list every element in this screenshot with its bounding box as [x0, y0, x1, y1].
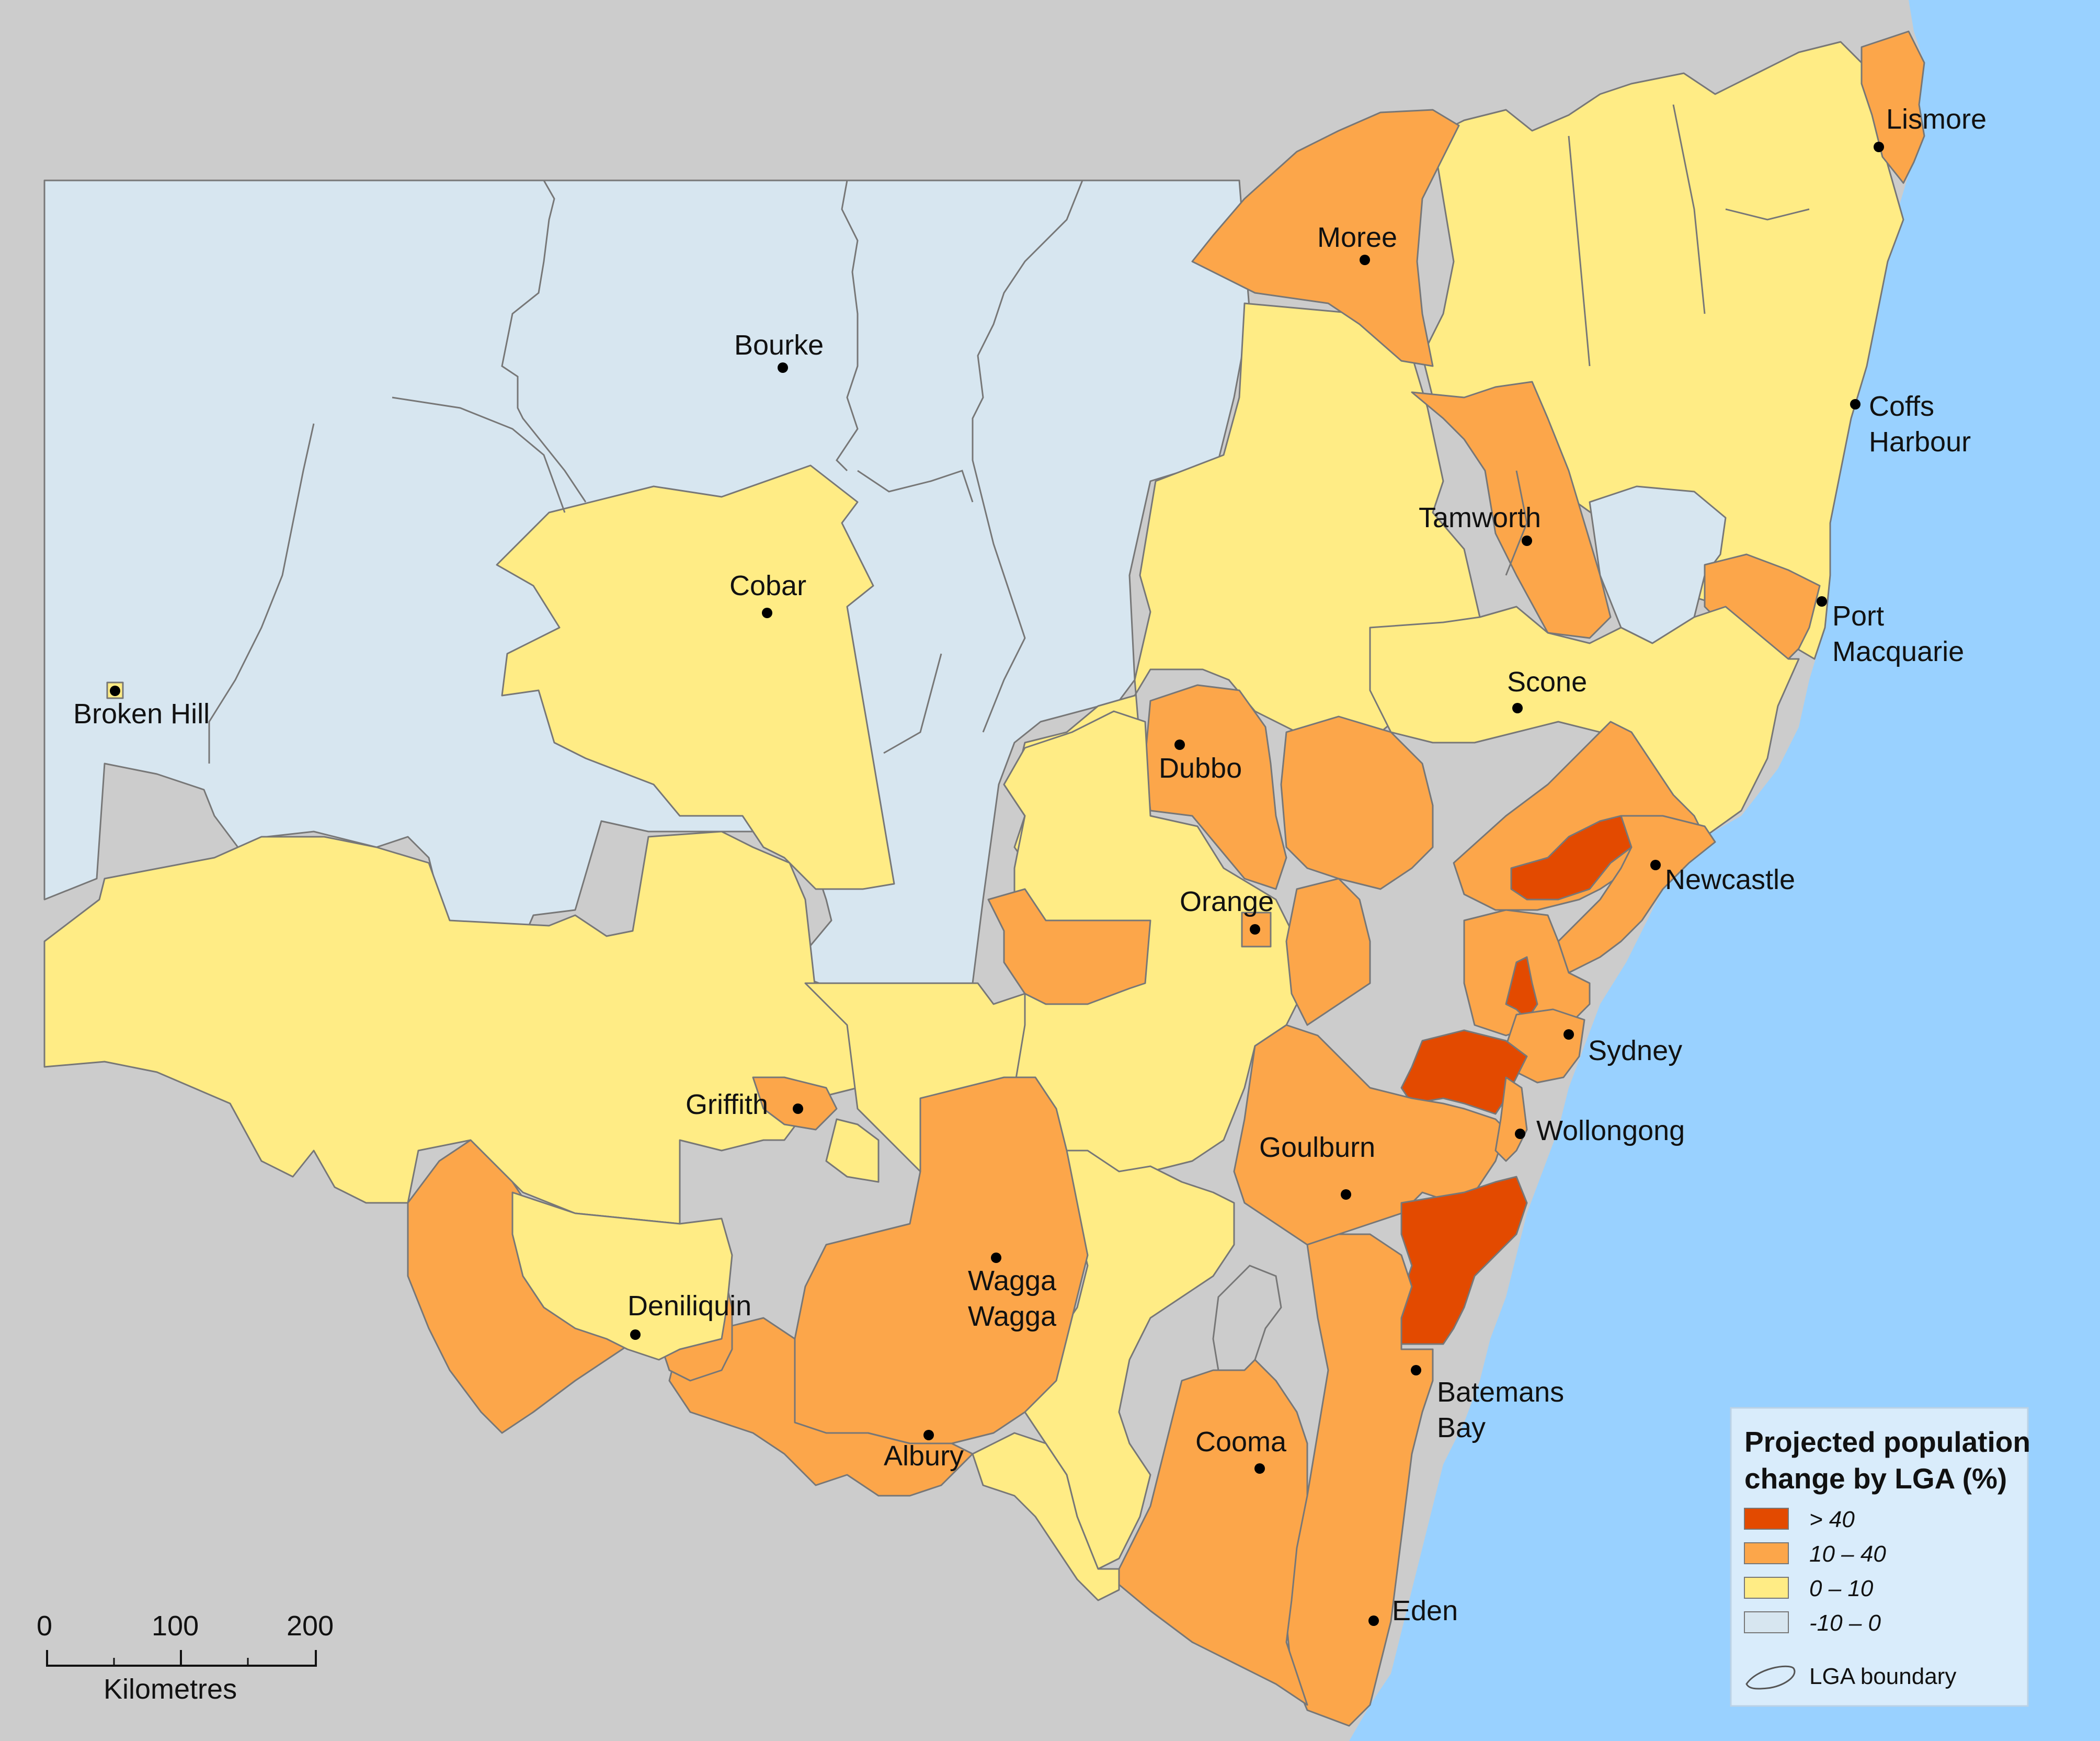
scale-tick-0: 0 [37, 1610, 52, 1642]
label-griffith: Griffith [686, 1089, 768, 1120]
marker-lismore [1874, 142, 1884, 152]
lga-tumbarumba [972, 1432, 1120, 1601]
label-lismore: Lismore [1886, 104, 1987, 135]
marker-dubbo [1174, 739, 1185, 750]
label-dubbo: Dubbo [1159, 753, 1242, 784]
marker-wollongong [1515, 1129, 1525, 1139]
label-batemans-line1: Batemans [1437, 1376, 1564, 1408]
marker-griffith [793, 1103, 803, 1114]
label-eden: Eden [1392, 1595, 1458, 1626]
label-wagga: Wagga Wagga [968, 1265, 1064, 1332]
legend-title-line1: Projected population [1744, 1426, 2030, 1458]
marker-tamworth [1522, 536, 1532, 546]
legend-boundary-label: LGA boundary [1809, 1664, 1956, 1689]
legend: Projected population change by LGA (%) >… [1730, 1407, 2030, 1707]
lga-cobar [496, 464, 895, 890]
lga-mid-western [1280, 715, 1434, 890]
marker-coffs [1850, 399, 1861, 409]
lga-leeton [825, 1118, 880, 1183]
legend-label-10to40: 10 – 40 [1809, 1541, 1886, 1567]
label-coffs-line1: Coffs [1869, 391, 1934, 422]
label-moree: Moree [1317, 222, 1397, 253]
label-albury: Albury [884, 1440, 964, 1472]
scale-bar: 0 100 200 Kilometres [37, 1610, 334, 1705]
lga-wagga [783, 1076, 1089, 1444]
lga-tamworth [1411, 381, 1612, 639]
label-batemans: Batemans Bay [1437, 1376, 1572, 1443]
act-territory [1212, 1265, 1282, 1371]
marker-wagga [991, 1253, 1001, 1263]
lga-hunter [1369, 606, 1800, 838]
label-coffs-line2: Harbour [1869, 426, 1971, 458]
label-wagga-line1: Wagga [968, 1265, 1057, 1296]
label-cooma: Cooma [1195, 1426, 1287, 1458]
marker-cobar [762, 608, 772, 618]
marker-portmac [1817, 596, 1827, 607]
label-cobar: Cobar [729, 570, 806, 601]
lga-wollongong [1494, 1076, 1528, 1162]
lga-bathurst [1285, 878, 1371, 1026]
label-scone: Scone [1507, 666, 1587, 698]
lga-albury [668, 1317, 974, 1497]
marker-sydney [1563, 1029, 1574, 1040]
marker-deniliquin [630, 1329, 641, 1340]
label-sydney: Sydney [1588, 1035, 1682, 1066]
marker-eden [1368, 1615, 1379, 1626]
marker-moree [1360, 255, 1370, 265]
marker-brokenhill [110, 686, 120, 696]
ocean [1349, 0, 2100, 1741]
label-batemans-line2: Bay [1437, 1412, 1486, 1443]
lga-parkes [987, 888, 1151, 1005]
legend-label-gt40: > 40 [1809, 1507, 1855, 1532]
label-newcastle: Newcastle [1665, 864, 1795, 895]
label-goulburn: Goulburn [1259, 1132, 1375, 1163]
marker-newcastle [1650, 860, 1661, 870]
scale-tick-200: 200 [287, 1610, 334, 1642]
marker-albury [923, 1430, 934, 1440]
lga-moree [1191, 109, 1460, 367]
legend-boundary-icon [1745, 1665, 1796, 1690]
scale-unit: Kilometres [104, 1674, 237, 1705]
label-tamworth: Tamworth [1419, 502, 1541, 533]
label-portmac-line1: Port [1832, 600, 1884, 632]
marker-cooma [1254, 1463, 1265, 1474]
place-labels: Lismore Moree Bourke Coffs Harbour Tamwo… [73, 104, 1987, 1626]
label-brokenhill: Broken Hill [73, 698, 210, 730]
lga-deniliquin [511, 1191, 733, 1361]
lga-dubbo [1144, 684, 1287, 890]
legend-swatch-0to10 [1744, 1577, 1789, 1599]
label-bourke: Bourke [734, 329, 824, 361]
scale-tick-100: 100 [152, 1610, 199, 1642]
label-orange: Orange [1180, 886, 1274, 917]
marker-scone [1512, 703, 1523, 713]
legend-label-0to10: 0 – 10 [1809, 1576, 1874, 1601]
marker-canberra [1341, 1189, 1351, 1200]
marker-bourke [778, 362, 788, 373]
label-coffs: Coffs Harbour [1869, 391, 1971, 458]
marker-orange [1250, 924, 1260, 935]
label-portmac-line2: Macquarie [1832, 636, 1964, 667]
marker-batemans [1411, 1365, 1421, 1375]
lga-boundary-lines [208, 104, 1810, 764]
legend-swatch-gt40 [1744, 1508, 1789, 1530]
lga-cooma [1118, 1359, 1308, 1706]
legend-title-line2: change by LGA (%) [1744, 1462, 2007, 1495]
legend-swatch-neg10to0 [1744, 1611, 1789, 1633]
label-portmac: Port Macquarie [1832, 600, 1964, 667]
lga-griffith [752, 1076, 838, 1131]
label-wollongong: Wollongong [1536, 1115, 1685, 1146]
label-deniliquin: Deniliquin [627, 1290, 751, 1322]
lga-tweed [1861, 30, 1925, 184]
label-wagga-line2: Wagga [968, 1301, 1057, 1332]
lga-newcastle [1557, 815, 1716, 974]
legend-swatch-10to40 [1744, 1542, 1789, 1564]
lga-wollondilly [1400, 1029, 1528, 1115]
place-markers [110, 142, 1884, 1626]
legend-label-neg10to0: -10 – 0 [1809, 1610, 1881, 1636]
